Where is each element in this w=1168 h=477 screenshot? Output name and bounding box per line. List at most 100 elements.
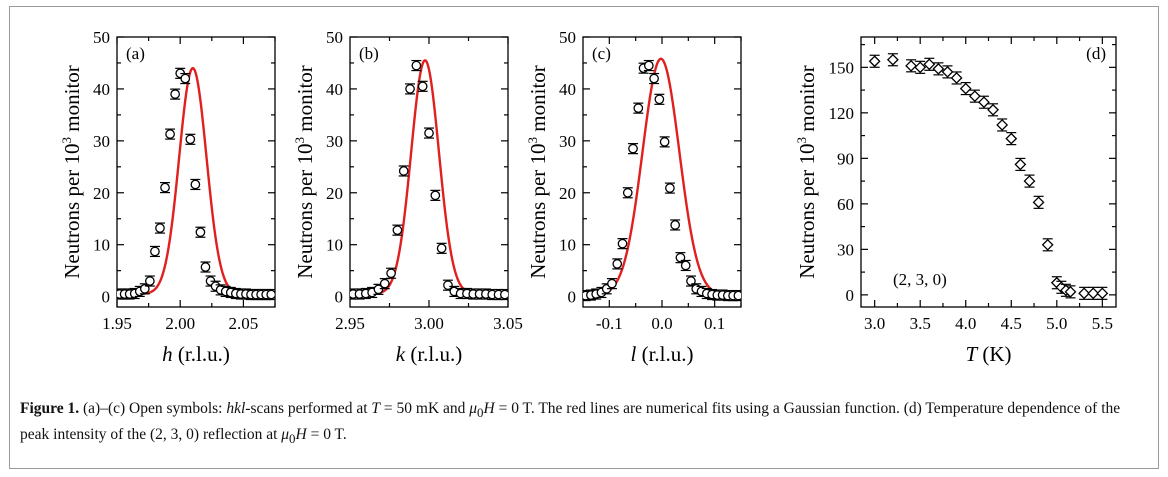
y-tick-label: 30: [559, 132, 576, 151]
data-point: [978, 95, 990, 109]
y-axis-label-sup: 3: [59, 137, 74, 144]
chart-panel-1: 2.95 3.00 3.05 0 10 20 30 40 50 k (r.l.u.) Neutron…: [292, 28, 523, 366]
x-axis-label: h (r.l.u.): [162, 342, 230, 366]
data-marker: [680, 260, 691, 271]
data-point: [959, 81, 972, 96]
data-marker: [968, 90, 981, 103]
data-point: [170, 88, 181, 100]
plot-frame: [582, 36, 742, 308]
figure-frame: 1.95 2.00 2.05 0 10 20 30 40 50 h (r.l.u.) Neutron…: [9, 6, 1159, 469]
caption-hkl: hkl: [226, 400, 246, 417]
x-tick-label: 3.05: [493, 314, 523, 333]
data-marker: [950, 72, 963, 84]
y-axis-label-sup: 3: [292, 137, 307, 144]
plot-frame: [349, 36, 509, 308]
x-tick-label: 1.95: [102, 314, 132, 333]
x-tick-label: 3.5: [910, 314, 931, 333]
x-tick-label: -0.1: [596, 314, 623, 333]
data-marker: [150, 246, 160, 257]
data-point: [654, 93, 665, 105]
data-marker: [200, 262, 211, 272]
data-marker: [633, 103, 644, 113]
caption-text-1: (a)–(c) Open symbols:: [79, 400, 227, 417]
y-tick-label: 40: [93, 80, 110, 99]
data-marker: [1023, 175, 1036, 188]
data-point: [1005, 132, 1018, 146]
data-point: [1014, 157, 1027, 172]
data-marker: [643, 60, 654, 71]
data-marker: [733, 290, 741, 301]
data-marker: [392, 225, 403, 236]
x-axis-unit: (r.l.u.): [405, 342, 462, 366]
x-axis-var: l: [631, 342, 637, 366]
y-axis-label-suffix: monitor: [293, 65, 317, 137]
data-marker: [145, 276, 155, 286]
data-marker: [932, 62, 945, 75]
caption-text-3: = 50 mK and: [380, 400, 470, 417]
caption-text-4: = 0 T. The red lines are numerical fits …: [20, 400, 1121, 444]
data-point: [405, 83, 416, 95]
y-axis-label: Neutrons per 103 monitor: [794, 65, 819, 279]
y-tick-label: 60: [837, 195, 854, 214]
data-marker: [155, 223, 165, 233]
data-point: [886, 53, 899, 67]
data-marker: [417, 81, 428, 92]
data-marker: [612, 259, 623, 269]
y-tick-label: 0: [846, 286, 855, 305]
data-marker: [405, 84, 415, 94]
y-axis-label: Neutrons per 103 monitor: [292, 65, 317, 279]
y-tick-label: 0: [102, 288, 111, 307]
data-point: [442, 279, 453, 291]
data-point: [436, 242, 447, 254]
y-axis-label-prefix: Neutrons per 10: [293, 143, 317, 278]
x-tick-label: 5.0: [1046, 314, 1067, 333]
data-point: [144, 275, 155, 287]
x-tick-label: 0.1: [704, 314, 725, 333]
y-axis-label: Neutrons per 103 monitor: [525, 65, 550, 279]
y-tick-label: 10: [326, 236, 343, 255]
data-marker: [373, 284, 384, 295]
data-point: [675, 252, 686, 264]
caption-mu: μ: [469, 400, 478, 417]
data-point: [392, 224, 403, 236]
data-marker: [987, 103, 999, 116]
caption-sub0: 0: [477, 405, 484, 421]
data-marker: [886, 53, 899, 66]
chart-panel-3: 3.0 3.5 4.0 4.5 5.0 5.5 0 30 60 90 120 150 T (K) Neut…: [794, 36, 1117, 366]
data-point: [417, 80, 428, 92]
data-marker: [1041, 238, 1054, 251]
data-point: [659, 136, 670, 148]
y-axis-label-prefix: Neutrons per 10: [526, 143, 550, 278]
data-point: [139, 283, 150, 295]
data-marker: [1096, 287, 1109, 300]
plot-area: [583, 57, 741, 302]
panel-label: (a): [126, 44, 145, 63]
data-point: [617, 238, 628, 250]
data-point: [398, 165, 409, 177]
x-tick-label: 0.0: [651, 314, 672, 333]
x-tick-label: 5.5: [1092, 314, 1113, 333]
data-point: [923, 57, 936, 71]
data-marker: [1032, 196, 1045, 209]
x-axis-unit: (r.l.u.): [173, 342, 230, 366]
data-point: [941, 65, 954, 79]
data-marker: [443, 280, 453, 291]
data-marker: [686, 276, 696, 286]
caption-text-5: = 0 T.: [306, 426, 347, 444]
data-marker: [659, 137, 670, 147]
panel-label: (b): [359, 44, 379, 63]
data-point: [633, 102, 644, 114]
y-tick-label: 150: [829, 58, 855, 77]
data-point: [386, 267, 397, 279]
data-point: [643, 59, 654, 72]
x-axis-label: k (r.l.u.): [396, 342, 462, 366]
y-tick-label: 10: [559, 236, 576, 255]
data-marker: [654, 94, 665, 105]
y-tick-label: 20: [326, 184, 343, 203]
caption-H: H: [483, 400, 495, 417]
data-marker: [139, 283, 150, 294]
caption-sub0-2: 0: [289, 431, 296, 447]
x-axis-var: k: [396, 342, 406, 366]
y-tick-label: 40: [326, 80, 343, 99]
